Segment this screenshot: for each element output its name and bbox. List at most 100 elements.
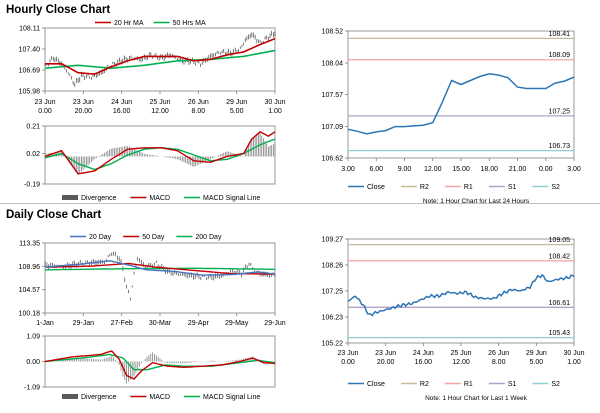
legend-label: MACD Signal Line xyxy=(203,195,260,202)
x-tick-label: 9.00 xyxy=(398,166,412,173)
y-tick-label: 108.52 xyxy=(322,29,344,36)
level-label-r2: 108.41 xyxy=(549,31,571,38)
y-tick-label: 105.98 xyxy=(19,89,41,96)
legend-swatch xyxy=(62,195,78,200)
y-tick-label: 108.04 xyxy=(322,61,344,68)
daily-macd-signal-line xyxy=(44,353,276,371)
x-tick-label: 16.00 xyxy=(415,359,433,366)
daily-price-frame xyxy=(44,242,276,314)
x-tick-label: 3.00 xyxy=(567,166,581,173)
legend-swatch xyxy=(62,394,78,399)
y-tick-label: -0.19 xyxy=(24,182,40,189)
y-tick-label: 105.22 xyxy=(322,341,344,348)
level-label-s1: 106.61 xyxy=(549,300,571,307)
legend-label: MACD Signal Line xyxy=(203,394,260,401)
x-tick-label: 29-Apr xyxy=(188,320,210,327)
y-tick-label: 107.40 xyxy=(19,47,41,54)
x-tick-label: 29-May xyxy=(225,320,249,327)
x-tick-label: 1.00 xyxy=(268,108,282,115)
legend-label: 50 Day xyxy=(142,234,165,241)
x-tick-label: 25 Jun xyxy=(149,99,170,106)
legend-label: S1 xyxy=(508,184,517,191)
x-tick-label: 0.00 xyxy=(38,108,52,115)
legend-label: R2 xyxy=(420,184,429,191)
level-label-r1: 108.09 xyxy=(549,52,571,59)
legend-label: 20 Hr MA xyxy=(114,20,144,27)
x-tick-label: 8.00 xyxy=(492,359,506,366)
legend-label: 50 Hrs MA xyxy=(173,20,206,27)
x-tick-label: 23 Jun xyxy=(34,99,55,106)
x-tick-label: 12.00 xyxy=(424,166,442,173)
x-tick-label: 25 Jun xyxy=(450,350,471,357)
x-tick-label: 15.00 xyxy=(452,166,470,173)
x-tick-label: 1.00 xyxy=(567,359,581,366)
y-tick-label: 109.27 xyxy=(322,237,344,244)
x-tick-label: 23 Jun xyxy=(375,350,396,357)
level-label-s1: 107.25 xyxy=(549,108,571,115)
x-tick-label: 1-Jan xyxy=(36,320,54,327)
hourly_right-close-line xyxy=(347,73,575,135)
y-tick-label: 0.02 xyxy=(26,151,40,158)
x-tick-label: 20.00 xyxy=(377,359,395,366)
y-tick-label: 108.11 xyxy=(19,26,40,33)
legend-label: R1 xyxy=(464,184,473,191)
x-tick-label: 8.00 xyxy=(192,108,206,115)
x-tick-label: 29-Jan xyxy=(73,320,95,327)
y-tick-label: 113.35 xyxy=(19,241,40,248)
x-tick-label: 0.00 xyxy=(341,359,355,366)
x-tick-label: 24 Jun xyxy=(413,350,434,357)
x-tick-label: 18.00 xyxy=(480,166,498,173)
chart-note: Note: 1 Hour Chart for Last 24 Hours xyxy=(423,198,530,205)
y-tick-label: 100.18 xyxy=(19,311,41,318)
legend-label: Close xyxy=(367,184,385,191)
hourly-50hr-ma-line xyxy=(44,49,276,70)
legend-label: 200 Day xyxy=(195,234,222,241)
x-tick-label: 29 Jun xyxy=(226,99,247,106)
hourly-macd-line xyxy=(44,130,276,175)
y-tick-label: 107.57 xyxy=(322,92,344,99)
legend-label: S2 xyxy=(551,184,560,191)
legend-label: Close xyxy=(367,381,385,388)
x-tick-label: 30 Jun xyxy=(264,99,285,106)
x-tick-label: 27-Feb xyxy=(111,320,133,327)
legend-label: S2 xyxy=(551,381,560,388)
daily-200day-line xyxy=(45,267,275,271)
x-tick-label: 21.00 xyxy=(509,166,527,173)
x-tick-label: 30-Mar xyxy=(149,320,172,327)
y-tick-label: 106.69 xyxy=(19,68,41,75)
y-tick-label: 107.25 xyxy=(322,288,344,295)
hourly_right-frame xyxy=(347,30,575,159)
y-tick-label: 108.26 xyxy=(322,262,344,269)
hourly-20hr-ma-line xyxy=(45,37,276,75)
x-tick-label: 26 Jun xyxy=(188,99,209,106)
daily-section-title: Daily Close Chart xyxy=(6,209,102,221)
x-tick-label: 3.00 xyxy=(341,166,355,173)
x-tick-label: 29-Jun xyxy=(264,320,286,327)
legend-label: R2 xyxy=(420,381,429,388)
x-tick-label: 23 Jun xyxy=(337,350,358,357)
legend-label: Divergence xyxy=(81,195,117,202)
legend-label: S1 xyxy=(508,381,517,388)
x-tick-label: 29 Jun xyxy=(526,350,547,357)
daily_right-frame xyxy=(347,238,575,344)
x-tick-label: 0.00 xyxy=(539,166,553,173)
daily_right-close-line xyxy=(347,273,575,317)
daily-20day-line xyxy=(44,260,276,276)
x-tick-label: 12.00 xyxy=(151,108,169,115)
hourly-section-title: Hourly Close Chart xyxy=(6,4,111,16)
legend-label: R1 xyxy=(464,381,473,388)
chart-note: Note: 1 Hour Chart for Last 1 Week xyxy=(425,395,528,402)
y-tick-label: 104.57 xyxy=(19,287,41,294)
level-label-r2: 109.05 xyxy=(549,237,571,244)
level-label-s2: 105.43 xyxy=(549,330,571,337)
y-tick-label: -1.09 xyxy=(24,385,40,392)
level-label-s2: 106.73 xyxy=(549,143,571,150)
y-tick-label: 0.00 xyxy=(26,359,40,366)
y-tick-label: 0.21 xyxy=(26,124,40,131)
x-tick-label: 6.00 xyxy=(369,166,383,173)
daily-macd-line xyxy=(44,350,276,380)
x-tick-label: 24 Jun xyxy=(111,99,132,106)
level-label-r1: 108.42 xyxy=(549,253,571,260)
y-tick-label: 107.09 xyxy=(322,124,344,131)
